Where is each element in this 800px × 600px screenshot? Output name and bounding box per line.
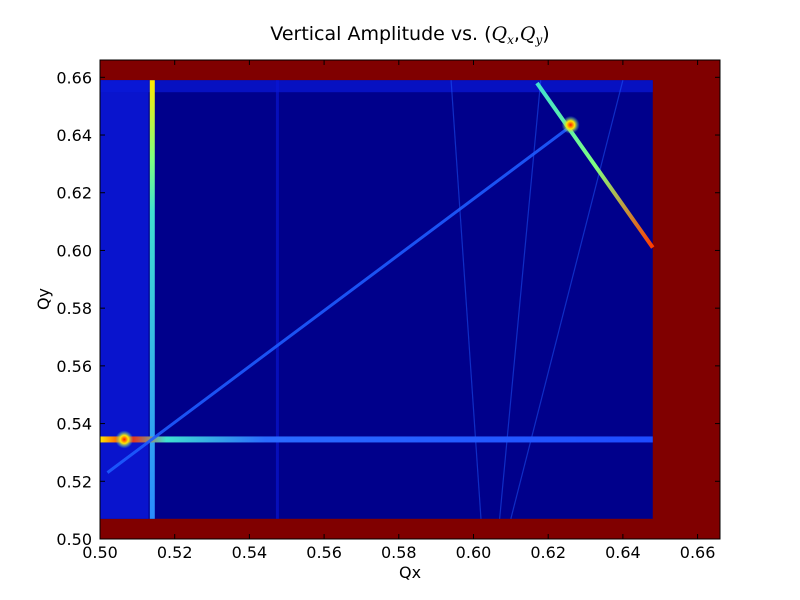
faint-resonance-line bbox=[510, 80, 624, 519]
chart-title-close: ) bbox=[542, 23, 549, 45]
top-bright-band bbox=[100, 80, 653, 93]
y-tick-label: 0.64 bbox=[56, 126, 92, 145]
x-tick-label: 0.62 bbox=[530, 543, 566, 562]
hot-spot bbox=[115, 430, 134, 449]
chart-title-open: ( bbox=[484, 23, 491, 45]
y-tick-label: 0.56 bbox=[56, 357, 92, 376]
y-tick-label: 0.50 bbox=[56, 530, 92, 549]
y-tick-label: 0.58 bbox=[56, 299, 92, 318]
x-tick-label: 0.50 bbox=[82, 543, 118, 562]
chart-title-sub1: x bbox=[507, 33, 514, 47]
x-tick-label: 0.54 bbox=[232, 543, 268, 562]
x-tick-label: 0.58 bbox=[381, 543, 417, 562]
faint-resonance-line bbox=[450, 80, 482, 519]
heatmap-field bbox=[100, 60, 720, 539]
x-tick-label: 0.60 bbox=[456, 543, 492, 562]
diagonal-resonance-line bbox=[106, 122, 576, 474]
vertical-resonance-line bbox=[149, 80, 155, 519]
chart-title-q2: Q bbox=[520, 23, 536, 45]
x-tick-label: 0.64 bbox=[605, 543, 641, 562]
x-tick-label: 0.56 bbox=[306, 543, 342, 562]
chart-title-sub2: y bbox=[535, 33, 543, 47]
y-tick-label: 0.54 bbox=[56, 415, 92, 434]
y-tick-label: 0.66 bbox=[56, 68, 92, 87]
x-axis-label: Qx bbox=[399, 563, 421, 582]
y-tick-label: 0.60 bbox=[56, 241, 92, 260]
data-field bbox=[100, 80, 653, 519]
x-tick-label: 0.52 bbox=[157, 543, 193, 562]
chart-title-sep: , bbox=[514, 23, 520, 45]
x-axis-ticks: 0.50 0.52 0.54 0.56 0.58 0.60 0.62 0.64 0.66 bbox=[82, 60, 715, 562]
axes-frame bbox=[99, 59, 721, 540]
left-bright-band bbox=[100, 80, 149, 519]
horizontal-resonance-line bbox=[100, 436, 653, 443]
y-axis-label: Qy bbox=[34, 288, 53, 310]
y-tick-label: 0.52 bbox=[56, 472, 92, 491]
y-axis-ticks: 0.50 0.52 0.54 0.56 0.58 0.60 0.62 0.64 0.66 bbox=[56, 68, 720, 549]
chart-title-prefix: Vertical Amplitude vs. bbox=[270, 23, 484, 45]
anti-diagonal-resonance-line bbox=[535, 81, 655, 249]
vertical-faint-line bbox=[275, 80, 279, 519]
x-tick-label: 0.66 bbox=[680, 543, 716, 562]
chart-title-q1: Q bbox=[492, 23, 508, 45]
y-tick-label: 0.62 bbox=[56, 184, 92, 203]
hot-spot bbox=[561, 115, 580, 134]
chart-title: Vertical Amplitude vs. (Qx,Qy) bbox=[270, 23, 549, 47]
